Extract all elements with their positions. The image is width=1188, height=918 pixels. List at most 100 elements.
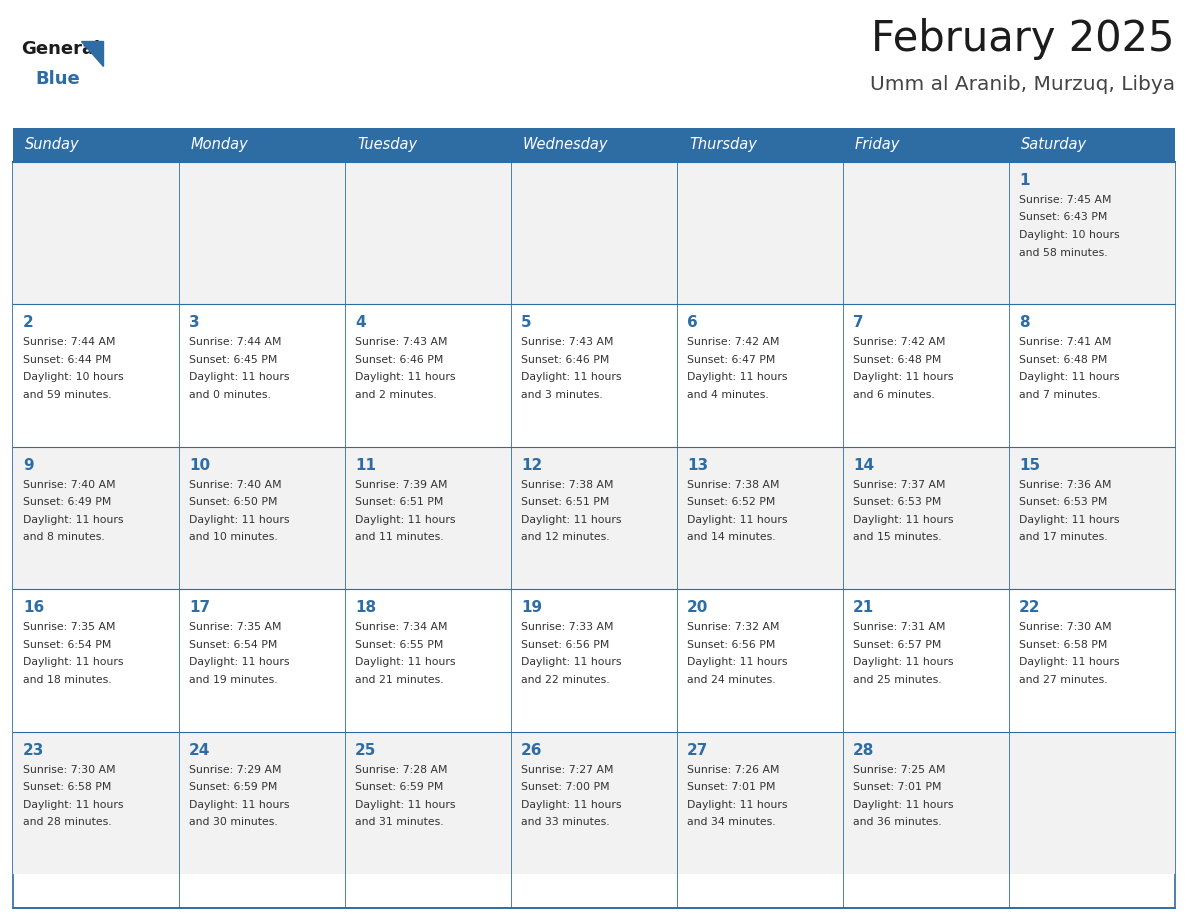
- Text: Sunset: 6:54 PM: Sunset: 6:54 PM: [23, 640, 112, 650]
- Text: Sunrise: 7:40 AM: Sunrise: 7:40 AM: [189, 480, 282, 490]
- Text: and 28 minutes.: and 28 minutes.: [23, 817, 112, 827]
- Text: Thursday: Thursday: [689, 138, 757, 152]
- Text: Sunrise: 7:44 AM: Sunrise: 7:44 AM: [23, 338, 115, 347]
- Text: and 19 minutes.: and 19 minutes.: [189, 675, 278, 685]
- Text: and 8 minutes.: and 8 minutes.: [23, 532, 105, 543]
- Bar: [511, 447, 677, 589]
- Bar: [1009, 732, 1175, 874]
- Text: Sunrise: 7:35 AM: Sunrise: 7:35 AM: [23, 622, 115, 633]
- Text: Sunrise: 7:45 AM: Sunrise: 7:45 AM: [1019, 195, 1112, 205]
- Text: 8: 8: [1019, 316, 1030, 330]
- Text: Monday: Monday: [191, 138, 248, 152]
- Text: and 12 minutes.: and 12 minutes.: [522, 532, 609, 543]
- Text: Tuesday: Tuesday: [358, 138, 417, 152]
- Text: and 18 minutes.: and 18 minutes.: [23, 675, 112, 685]
- Text: Daylight: 11 hours: Daylight: 11 hours: [189, 373, 290, 383]
- Text: Sunrise: 7:36 AM: Sunrise: 7:36 AM: [1019, 480, 1112, 490]
- Bar: [345, 305, 511, 447]
- Bar: [677, 732, 843, 874]
- Text: Daylight: 11 hours: Daylight: 11 hours: [522, 657, 621, 667]
- Text: Daylight: 11 hours: Daylight: 11 hours: [853, 515, 954, 525]
- Text: 15: 15: [1019, 458, 1041, 473]
- Text: 17: 17: [189, 600, 210, 615]
- Text: 18: 18: [355, 600, 377, 615]
- Text: Sunrise: 7:30 AM: Sunrise: 7:30 AM: [1019, 622, 1112, 633]
- Text: Daylight: 11 hours: Daylight: 11 hours: [853, 373, 954, 383]
- Text: Sunrise: 7:33 AM: Sunrise: 7:33 AM: [522, 622, 613, 633]
- Text: 5: 5: [522, 316, 531, 330]
- Text: Daylight: 11 hours: Daylight: 11 hours: [23, 800, 124, 810]
- Text: Sunrise: 7:30 AM: Sunrise: 7:30 AM: [23, 765, 115, 775]
- Text: and 0 minutes.: and 0 minutes.: [189, 390, 271, 400]
- Bar: [843, 305, 1009, 447]
- Bar: [345, 732, 511, 874]
- Bar: [843, 162, 1009, 305]
- Text: Daylight: 11 hours: Daylight: 11 hours: [189, 657, 290, 667]
- Text: and 3 minutes.: and 3 minutes.: [522, 390, 602, 400]
- Bar: [511, 305, 677, 447]
- Text: Sunrise: 7:38 AM: Sunrise: 7:38 AM: [687, 480, 779, 490]
- Bar: [179, 162, 345, 305]
- Bar: [345, 447, 511, 589]
- Text: 14: 14: [853, 458, 874, 473]
- Text: 10: 10: [189, 458, 210, 473]
- Text: Sunset: 6:56 PM: Sunset: 6:56 PM: [522, 640, 609, 650]
- Bar: [13, 305, 179, 447]
- Bar: [843, 447, 1009, 589]
- Text: Daylight: 11 hours: Daylight: 11 hours: [355, 800, 455, 810]
- Text: 20: 20: [687, 600, 708, 615]
- Bar: [1009, 589, 1175, 732]
- Text: Sunrise: 7:31 AM: Sunrise: 7:31 AM: [853, 622, 946, 633]
- Text: and 22 minutes.: and 22 minutes.: [522, 675, 609, 685]
- Text: Daylight: 11 hours: Daylight: 11 hours: [1019, 657, 1119, 667]
- Text: and 58 minutes.: and 58 minutes.: [1019, 248, 1107, 258]
- Bar: [13, 128, 179, 162]
- Bar: [511, 589, 677, 732]
- Bar: [13, 128, 1175, 131]
- Text: and 11 minutes.: and 11 minutes.: [355, 532, 443, 543]
- Bar: [677, 305, 843, 447]
- Text: 6: 6: [687, 316, 697, 330]
- Text: 21: 21: [853, 600, 874, 615]
- Bar: [677, 128, 843, 162]
- Text: Daylight: 11 hours: Daylight: 11 hours: [23, 657, 124, 667]
- Text: Daylight: 11 hours: Daylight: 11 hours: [853, 657, 954, 667]
- Text: 27: 27: [687, 743, 708, 757]
- Bar: [1009, 162, 1175, 305]
- Text: Sunset: 6:44 PM: Sunset: 6:44 PM: [23, 355, 112, 364]
- Text: 9: 9: [23, 458, 33, 473]
- Text: Sunset: 6:55 PM: Sunset: 6:55 PM: [355, 640, 443, 650]
- Text: Daylight: 10 hours: Daylight: 10 hours: [23, 373, 124, 383]
- Text: Sunrise: 7:25 AM: Sunrise: 7:25 AM: [853, 765, 946, 775]
- Text: and 31 minutes.: and 31 minutes.: [355, 817, 443, 827]
- Text: and 30 minutes.: and 30 minutes.: [189, 817, 278, 827]
- Bar: [13, 732, 179, 874]
- Text: Sunset: 7:01 PM: Sunset: 7:01 PM: [687, 782, 776, 792]
- Text: Saturday: Saturday: [1020, 138, 1087, 152]
- Bar: [843, 128, 1009, 162]
- Text: Blue: Blue: [34, 70, 80, 88]
- Text: 3: 3: [189, 316, 200, 330]
- Bar: [179, 128, 345, 162]
- Bar: [345, 589, 511, 732]
- Text: Daylight: 11 hours: Daylight: 11 hours: [687, 657, 788, 667]
- Text: and 59 minutes.: and 59 minutes.: [23, 390, 112, 400]
- Text: Daylight: 10 hours: Daylight: 10 hours: [1019, 230, 1119, 240]
- Text: Sunset: 6:54 PM: Sunset: 6:54 PM: [189, 640, 277, 650]
- Text: Sunset: 7:00 PM: Sunset: 7:00 PM: [522, 782, 609, 792]
- Bar: [13, 162, 1175, 908]
- Text: Daylight: 11 hours: Daylight: 11 hours: [1019, 515, 1119, 525]
- Bar: [511, 732, 677, 874]
- Bar: [179, 732, 345, 874]
- Bar: [179, 447, 345, 589]
- Text: Sunset: 6:57 PM: Sunset: 6:57 PM: [853, 640, 941, 650]
- Text: 19: 19: [522, 600, 542, 615]
- Text: and 25 minutes.: and 25 minutes.: [853, 675, 942, 685]
- Text: 2: 2: [23, 316, 33, 330]
- Text: Daylight: 11 hours: Daylight: 11 hours: [355, 515, 455, 525]
- Bar: [1009, 305, 1175, 447]
- Text: Sunset: 6:50 PM: Sunset: 6:50 PM: [189, 498, 278, 508]
- Text: Sunset: 6:58 PM: Sunset: 6:58 PM: [1019, 640, 1107, 650]
- Bar: [13, 447, 179, 589]
- Text: and 6 minutes.: and 6 minutes.: [853, 390, 935, 400]
